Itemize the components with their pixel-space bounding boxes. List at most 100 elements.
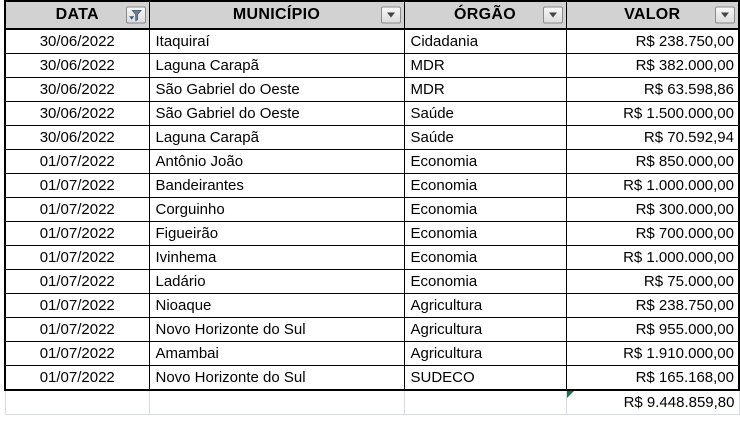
data-table: DATA MUNICÍPIO ÓRGÃO — [4, 0, 740, 415]
cell-date[interactable]: 30/06/2022 — [4, 53, 150, 78]
header-valor-label: VALOR — [624, 6, 681, 23]
total-cell[interactable]: R$ 9.448.859,80 — [565, 389, 740, 415]
cell-municipio[interactable]: Amambai — [148, 341, 405, 366]
table-row: 01/07/2022 Figueirão Economia R$ 700.000,00 — [4, 221, 740, 246]
cell-municipio[interactable]: Novo Horizonte do Sul — [148, 365, 405, 391]
chevron-down-icon — [548, 12, 557, 18]
table-row: 30/06/2022 Itaquiraí Cidadania R$ 238.750,0… — [4, 28, 740, 54]
cell-valor[interactable]: R$ 1.000.000,00 — [565, 173, 740, 198]
total-value: R$ 9.448.859,80 — [623, 394, 735, 411]
cell-municipio[interactable]: Ivinhema — [148, 245, 405, 270]
cell-orgao[interactable]: Saúde — [403, 125, 567, 150]
cell-municipio[interactable]: Laguna Carapã — [148, 53, 405, 78]
filter-applied-button[interactable] — [125, 6, 146, 24]
cell-orgao[interactable]: Economia — [403, 245, 567, 270]
cell-municipio[interactable]: Laguna Carapã — [148, 125, 405, 150]
cell-valor[interactable]: R$ 70.592,94 — [565, 125, 740, 150]
cell-orgao[interactable]: MDR — [403, 77, 567, 102]
empty-cell[interactable] — [4, 389, 150, 415]
cell-date[interactable]: 01/07/2022 — [4, 197, 150, 222]
filter-dropdown-button[interactable] — [715, 6, 735, 24]
cell-date[interactable]: 01/07/2022 — [4, 341, 150, 366]
cell-date[interactable]: 01/07/2022 — [4, 221, 150, 246]
cell-valor[interactable]: R$ 700.000,00 — [565, 221, 740, 246]
cell-valor[interactable]: R$ 1.000.000,00 — [565, 245, 740, 270]
cell-valor[interactable]: R$ 300.000,00 — [565, 197, 740, 222]
table-row: 01/07/2022 Bandeirantes Economia R$ 1.000.0… — [4, 173, 740, 198]
cell-municipio[interactable]: Bandeirantes — [148, 173, 405, 198]
empty-cell[interactable] — [403, 389, 567, 415]
cell-municipio[interactable]: Antônio João — [148, 149, 405, 174]
funnel-filter-icon — [129, 9, 142, 21]
table-row: 30/06/2022 Laguna Carapã MDR R$ 382.000,00 — [4, 53, 740, 78]
table-row: 01/07/2022 Novo Horizonte do Sul Agricultu… — [4, 317, 740, 342]
chevron-down-icon — [386, 12, 395, 18]
cell-valor[interactable]: R$ 75.000,00 — [565, 269, 740, 294]
header-municipio-label: MUNICÍPIO — [232, 6, 321, 23]
total-row: R$ 9.448.859,80 — [4, 389, 740, 415]
cell-municipio[interactable]: Novo Horizonte do Sul — [148, 317, 405, 342]
cell-date[interactable]: 01/07/2022 — [4, 269, 150, 294]
cell-municipio[interactable]: São Gabriel do Oeste — [148, 77, 405, 102]
cell-orgao[interactable]: Economia — [403, 221, 567, 246]
error-indicator-triangle — [566, 391, 574, 398]
cell-valor[interactable]: R$ 1.500.000,00 — [565, 101, 740, 126]
cell-municipio[interactable]: Corguinho — [148, 197, 405, 222]
cell-orgao[interactable]: Economia — [403, 173, 567, 198]
cell-date[interactable]: 30/06/2022 — [4, 101, 150, 126]
cell-date[interactable]: 01/07/2022 — [4, 293, 150, 318]
cell-valor[interactable]: R$ 382.000,00 — [565, 53, 740, 78]
cell-orgao[interactable]: SUDECO — [403, 365, 567, 391]
header-orgao-label: ÓRGÃO — [454, 6, 516, 23]
table-row: 30/06/2022 São Gabriel do Oeste MDR R$ 63.5… — [4, 77, 740, 102]
cell-municipio[interactable]: Nioaque — [148, 293, 405, 318]
header-valor[interactable]: VALOR — [565, 0, 740, 30]
filter-dropdown-button[interactable] — [542, 6, 563, 24]
cell-date[interactable]: 01/07/2022 — [4, 365, 150, 391]
cell-orgao[interactable]: Agricultura — [403, 317, 567, 342]
cell-orgao[interactable]: Cidadania — [403, 28, 567, 54]
header-data-label: DATA — [55, 6, 99, 23]
table-row: 01/07/2022 Ladário Economia R$ 75.000,00 — [4, 269, 740, 294]
cell-orgao[interactable]: Agricultura — [403, 293, 567, 318]
cell-orgao[interactable]: MDR — [403, 53, 567, 78]
cell-date[interactable]: 01/07/2022 — [4, 149, 150, 174]
cell-orgao[interactable]: Economia — [403, 149, 567, 174]
empty-cell[interactable] — [148, 389, 405, 415]
table-row: 01/07/2022 Novo Horizonte do Sul SUDECO R$ … — [4, 365, 740, 391]
cell-municipio[interactable]: Ladário — [148, 269, 405, 294]
table-row: 30/06/2022 Laguna Carapã Saúde R$ 70.592,94 — [4, 125, 740, 150]
cell-date[interactable]: 01/07/2022 — [4, 317, 150, 342]
cell-date[interactable]: 01/07/2022 — [4, 173, 150, 198]
cell-date[interactable]: 01/07/2022 — [4, 245, 150, 270]
filter-dropdown-button[interactable] — [380, 6, 401, 24]
cell-orgao[interactable]: Saúde — [403, 101, 567, 126]
cell-valor[interactable]: R$ 238.750,00 — [565, 28, 740, 54]
cell-valor[interactable]: R$ 165.168,00 — [565, 365, 740, 391]
header-municipio[interactable]: MUNICÍPIO — [148, 0, 405, 30]
cell-municipio[interactable]: Figueirão — [148, 221, 405, 246]
table-row: 01/07/2022 Corguinho Economia R$ 300.000,00 — [4, 197, 740, 222]
header-row: DATA MUNICÍPIO ÓRGÃO — [4, 0, 740, 30]
cell-valor[interactable]: R$ 1.910.000,00 — [565, 341, 740, 366]
cell-date[interactable]: 30/06/2022 — [4, 125, 150, 150]
table-row: 01/07/2022 Amambai Agricultura R$ 1.910.000… — [4, 341, 740, 366]
cell-orgao[interactable]: Agricultura — [403, 341, 567, 366]
cell-date[interactable]: 30/06/2022 — [4, 77, 150, 102]
cell-valor[interactable]: R$ 238.750,00 — [565, 293, 740, 318]
cell-orgao[interactable]: Economia — [403, 269, 567, 294]
table-row: 30/06/2022 São Gabriel do Oeste Saúde R$ 1.… — [4, 101, 740, 126]
cell-valor[interactable]: R$ 955.000,00 — [565, 317, 740, 342]
table-row: 01/07/2022 Nioaque Agricultura R$ 238.750,0… — [4, 293, 740, 318]
header-orgao[interactable]: ÓRGÃO — [403, 0, 567, 30]
cell-municipio[interactable]: São Gabriel do Oeste — [148, 101, 405, 126]
chevron-down-icon — [721, 12, 729, 18]
cell-valor[interactable]: R$ 850.000,00 — [565, 149, 740, 174]
cell-municipio[interactable]: Itaquiraí — [148, 28, 405, 54]
header-data[interactable]: DATA — [4, 0, 150, 30]
cell-date[interactable]: 30/06/2022 — [4, 28, 150, 54]
table-row: 01/07/2022 Antônio João Economia R$ 850.000… — [4, 149, 740, 174]
cell-valor[interactable]: R$ 63.598,86 — [565, 77, 740, 102]
cell-orgao[interactable]: Economia — [403, 197, 567, 222]
